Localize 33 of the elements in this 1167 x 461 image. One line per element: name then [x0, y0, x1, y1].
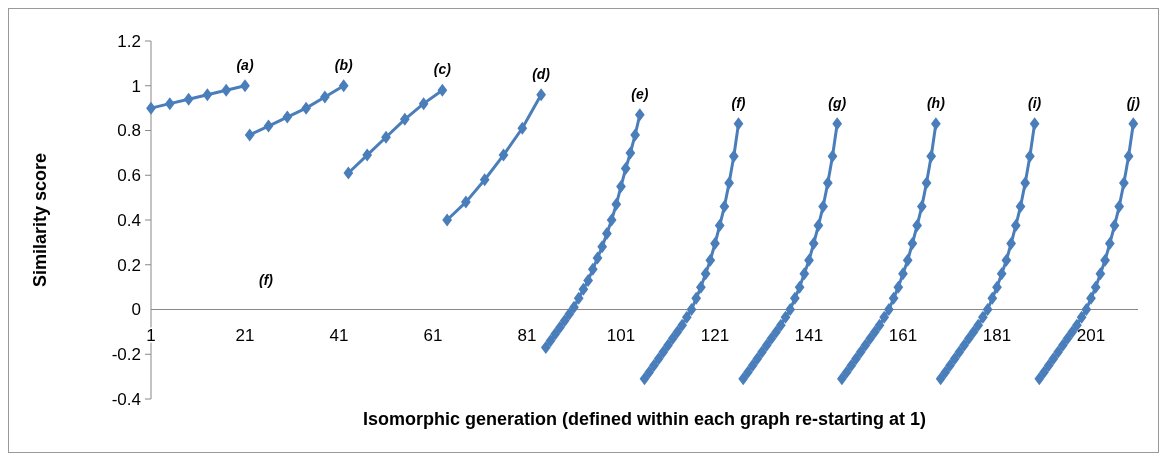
annotation: (i) — [1027, 94, 1042, 111]
x-tick-label: 81 — [517, 325, 537, 345]
x-tick-label: 161 — [888, 325, 918, 345]
annotation: (j) — [1126, 94, 1141, 111]
y-tick-label: -0.2 — [111, 345, 141, 365]
x-tick-label: 181 — [982, 325, 1012, 345]
annotation: (h) — [926, 94, 946, 111]
x-tick-label: 1 — [146, 325, 156, 345]
annotation: (a) — [236, 56, 254, 73]
x-tick-label: 121 — [700, 325, 730, 345]
annotation: (b) — [334, 56, 353, 73]
annotation: (c) — [433, 61, 452, 78]
y-tick-label: 0.8 — [117, 121, 141, 141]
x-tick-label: 141 — [794, 325, 824, 345]
y-axis-title: Similarity score — [30, 152, 50, 288]
y-tick-label: 0.2 — [117, 255, 141, 275]
x-tick-label: 41 — [329, 325, 349, 345]
y-tick-label: 0 — [131, 300, 141, 320]
annotation: (e) — [631, 85, 649, 102]
annotation: (g) — [828, 94, 847, 111]
annotation: (d) — [532, 65, 551, 82]
y-tick-label: 0.6 — [117, 166, 141, 186]
y-tick-label: 1.2 — [117, 31, 141, 51]
y-tick-label: 1 — [131, 76, 141, 96]
x-tick-label: 61 — [423, 325, 443, 345]
x-tick-label: 201 — [1076, 325, 1106, 345]
annotation: (f) — [259, 272, 274, 288]
x-tick-label: 21 — [235, 325, 255, 345]
annotation: (f) — [731, 94, 746, 111]
x-axis-title: Isomorphic generation (defined within each graph re-starting at 1) — [362, 409, 927, 429]
y-tick-label: 0.4 — [117, 210, 141, 230]
x-tick-label: 101 — [606, 325, 636, 345]
y-tick-label: -0.4 — [111, 389, 141, 409]
